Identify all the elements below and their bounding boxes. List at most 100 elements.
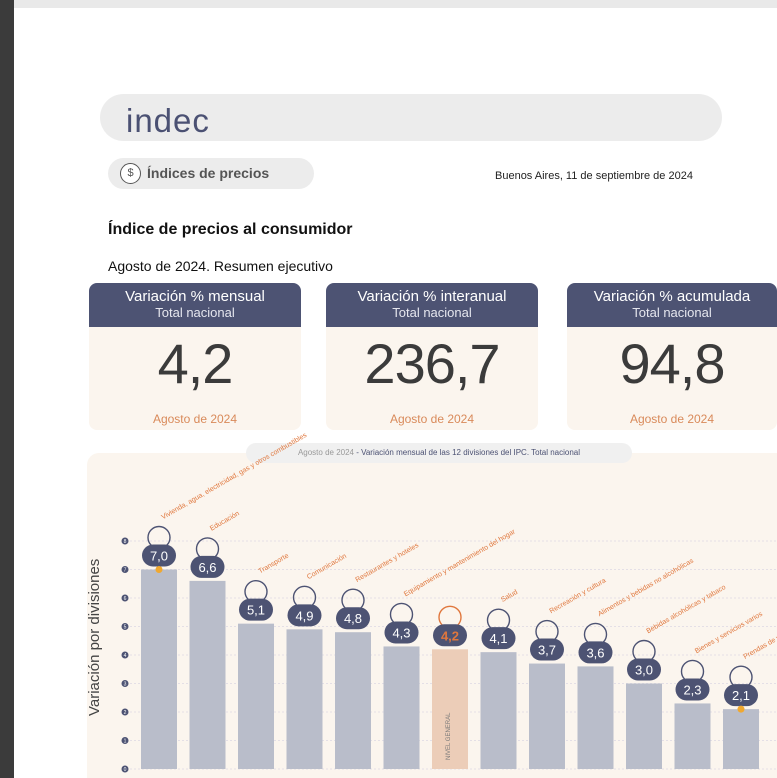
category-label: Equipamiento y mantenimiento del hogar xyxy=(403,528,517,598)
card-title: Variación % interanual xyxy=(357,288,507,305)
value-badge xyxy=(239,598,273,621)
chart-caption-text: - Variación mensual de las 12 divisiones… xyxy=(353,448,581,457)
y-tick-dot xyxy=(121,537,129,545)
bar xyxy=(141,569,177,769)
category-label: NIVEL GENERAL xyxy=(446,712,452,760)
indec-logo: indec xyxy=(126,102,210,139)
value-badge xyxy=(481,627,516,650)
y-tick-dot xyxy=(121,566,129,573)
y-tick-label: 4 xyxy=(124,653,127,659)
chart-caption-period: Agosto de 2024 xyxy=(297,448,354,457)
bar-general-level xyxy=(432,649,468,769)
data-label: 4,9 xyxy=(295,608,313,623)
header-band xyxy=(100,94,722,141)
data-label: 4,2 xyxy=(441,628,459,643)
card-scope: Total nacional xyxy=(392,305,472,320)
value-badge xyxy=(433,624,467,647)
data-label: 4,1 xyxy=(489,631,507,646)
value-badge xyxy=(724,684,758,707)
bar xyxy=(189,580,226,769)
y-tick-dot xyxy=(121,623,129,630)
value-badge xyxy=(530,638,564,661)
card-period: Agosto de 2024 xyxy=(389,412,475,426)
data-label: 3,0 xyxy=(635,663,653,678)
data-label: 2,1 xyxy=(732,688,750,703)
y-tick-dot xyxy=(121,651,129,659)
highlight-marker xyxy=(737,705,745,713)
y-tick-label: 1 xyxy=(124,738,127,744)
y-tick-dot xyxy=(121,680,129,687)
card-body: 94,8 Agosto de 2024 xyxy=(567,327,777,430)
y-tick-dot xyxy=(121,765,129,773)
data-label: 3,7 xyxy=(538,643,556,658)
top-bar xyxy=(14,0,777,8)
y-tick-label: 5 xyxy=(124,624,127,630)
y-tick-dot xyxy=(121,594,129,602)
dateline: Buenos Aires, 11 de septiembre de 2024 xyxy=(495,170,693,182)
category-label: Restaurantes y hoteles xyxy=(355,542,421,584)
y-tick-label: 6 xyxy=(124,596,127,602)
card-header: Variación % mensual Total nacional xyxy=(89,283,301,327)
data-label: 3,6 xyxy=(586,645,604,660)
bar xyxy=(723,709,759,769)
data-label: 4,8 xyxy=(344,611,362,626)
bar xyxy=(238,623,274,769)
category-label: Bebidas alcohólicas y tabaco xyxy=(646,584,728,635)
card-title: Variación % acumulada xyxy=(593,288,751,305)
bar xyxy=(529,663,565,769)
card-period: Agosto de 2024 xyxy=(152,412,238,426)
category-label: Vivienda, agua, electricidad, gas y otro… xyxy=(161,432,309,522)
document-title: Índice de precios al consumidor xyxy=(108,221,353,238)
card-body: 236,7 Agosto de 2024 xyxy=(326,327,538,430)
chart-caption: Agosto de 2024 - Variación mensual de la… xyxy=(246,443,632,463)
document-subtitle: Agosto de 2024. Resumen ejecutivo xyxy=(108,258,333,274)
highlight-marker xyxy=(155,566,163,573)
data-label: 7,0 xyxy=(150,549,168,564)
card-monthly: Variación % mensual Total nacional 4,2 A… xyxy=(89,283,301,430)
card-value: 4,2 xyxy=(157,332,234,395)
card-header: Variación % interanual Total nacional xyxy=(326,283,538,327)
data-label: 4,3 xyxy=(392,625,410,640)
value-badge xyxy=(384,621,419,644)
section-tag xyxy=(108,158,314,189)
value-badge xyxy=(336,607,370,630)
category-label: Salud xyxy=(500,589,519,604)
bar xyxy=(674,703,711,769)
card-scope: Total nacional xyxy=(155,305,235,320)
card-body: 4,2 Agosto de 2024 xyxy=(89,327,301,430)
bar xyxy=(335,632,371,769)
y-tick-label: 7 xyxy=(124,567,127,573)
bar xyxy=(286,629,323,769)
report-page: indec $ Índices de precios Buenos Aires,… xyxy=(14,0,777,778)
category-label: Educación xyxy=(209,510,241,532)
value-badge xyxy=(578,641,613,664)
category-label: Transporte xyxy=(258,552,291,575)
data-label: 5,1 xyxy=(247,603,265,618)
y-tick-label: 2 xyxy=(124,710,127,716)
y-tick-label: 3 xyxy=(124,681,127,687)
value-badge xyxy=(287,604,322,627)
money-bag-icon: $ xyxy=(120,163,141,184)
card-title: Variación % mensual xyxy=(125,288,265,305)
bar-chart: 0 1 2 3 4 5 6 7 8 7,0 Vivienda, agua, electricidad… xyxy=(121,432,777,773)
data-label: 2,3 xyxy=(683,682,701,697)
card-header: Variación % acumulada Total nacional xyxy=(567,283,777,327)
value-badge xyxy=(675,678,710,701)
section-label: Índices de precios xyxy=(147,165,270,181)
bar xyxy=(626,683,662,769)
bar xyxy=(577,666,614,769)
card-period: Agosto de 2024 xyxy=(629,412,715,426)
card-interannual: Variación % interanual Total nacional 23… xyxy=(326,283,538,430)
value-badge xyxy=(142,544,176,567)
y-tick-label: 8 xyxy=(124,539,127,545)
card-value: 236,7 xyxy=(364,332,500,395)
y-tick-dot xyxy=(121,708,129,716)
bar xyxy=(383,646,420,769)
card-value: 94,8 xyxy=(619,332,726,395)
y-tick-dot xyxy=(121,737,129,744)
category-label: Comunicación xyxy=(306,553,348,581)
bar xyxy=(480,652,517,769)
data-label: 6,6 xyxy=(198,560,216,575)
value-badge xyxy=(627,658,661,681)
category-label: Recreación y cultura xyxy=(549,577,608,615)
